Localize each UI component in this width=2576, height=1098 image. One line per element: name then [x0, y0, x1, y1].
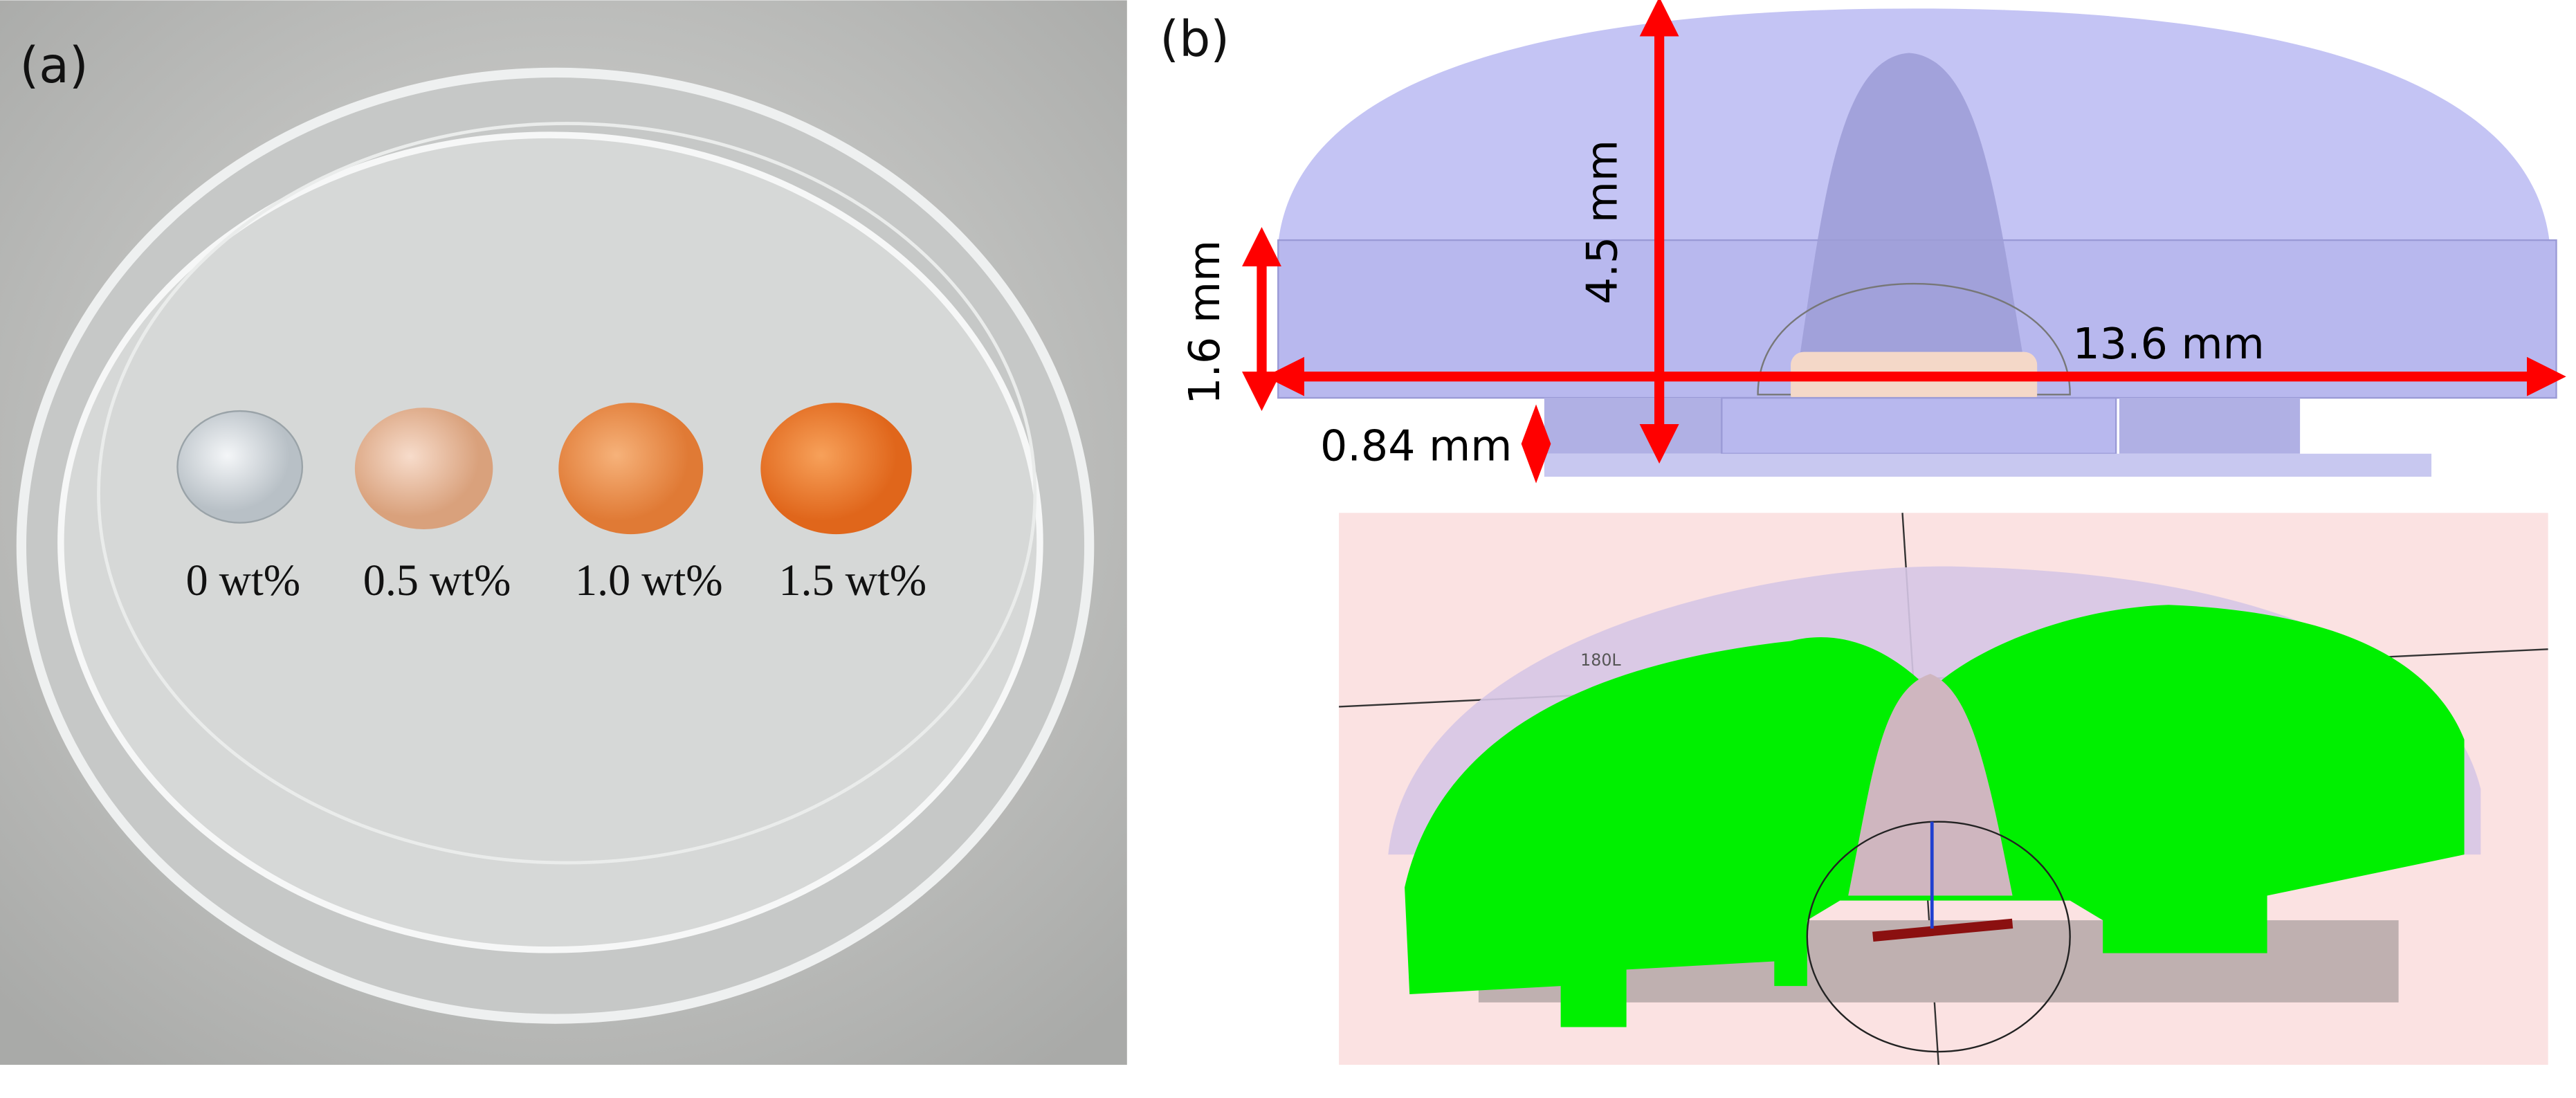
sample-3: [760, 403, 912, 535]
substrate: [1544, 453, 2432, 477]
panel-b-top: (b) 4.5 mm 1.6 mm 13.6 mm 0.84 mm: [1160, 0, 2566, 484]
step-center: [1721, 396, 2117, 455]
sample-label: 0.5 wt%: [363, 556, 511, 605]
panel-b-bottom: 180L: [1339, 513, 2548, 1065]
panel-label: (a): [19, 37, 88, 94]
dimension-label: 1.6 mm: [1180, 240, 1230, 405]
sample-label: 1.5 wt%: [778, 556, 926, 605]
sample-2: [558, 403, 704, 535]
dimension-label: 4.5 mm: [1577, 140, 1627, 304]
step-left: [1544, 398, 1726, 454]
panel-a: (a) 0 wt% 0.5 wt% 1.0 wt% 1.5 wt%: [0, 0, 1127, 1065]
annotation: 180L: [1580, 650, 1621, 670]
cavity: [1798, 53, 2025, 362]
dimension-label: 13.6 mm: [2073, 319, 2265, 369]
cavity: [1848, 673, 2013, 896]
axis-arrow: [1872, 918, 2013, 942]
sample-0: [176, 410, 304, 524]
sample-label: 1.0 wt%: [575, 556, 723, 605]
source-outline: [1806, 821, 2071, 1053]
source-outline: [1757, 282, 2071, 396]
petri-dish-inner: [57, 131, 1043, 953]
petri-dish-highlight: [97, 122, 1037, 865]
sample-1: [354, 408, 493, 530]
sample-label: 0 wt%: [186, 556, 301, 605]
step-right: [2119, 398, 2301, 454]
dimension-label: 0.84 mm: [1320, 421, 1512, 470]
panel-label: (b): [1160, 10, 1230, 68]
